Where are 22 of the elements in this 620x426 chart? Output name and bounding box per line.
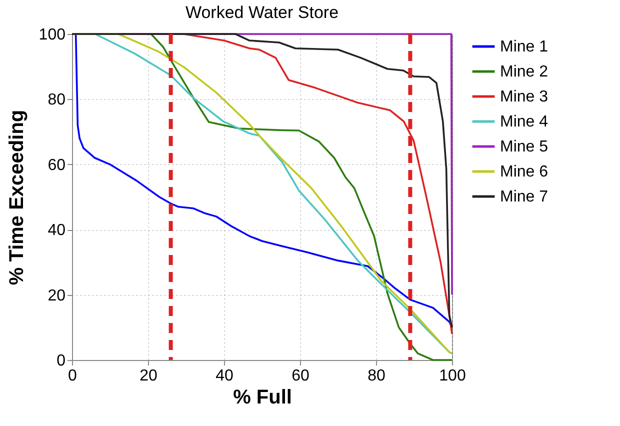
- legend-label: Mine 1: [500, 38, 548, 56]
- y-tick-label: 20: [48, 287, 66, 304]
- y-tick-label: 100: [38, 26, 66, 44]
- y-tick-label: 0: [56, 352, 66, 370]
- legend-label: Mine 7: [500, 188, 548, 206]
- chart-title: Worked Water Store: [185, 3, 339, 22]
- legend-label: Mine 5: [500, 138, 548, 156]
- x-tick-label: 40: [216, 368, 234, 384]
- legend-label: Mine 3: [500, 88, 548, 106]
- y-tick-label: 40: [48, 222, 66, 240]
- x-tick-label: 0: [68, 368, 78, 384]
- x-tick-label: 60: [292, 368, 310, 384]
- legend-label: Mine 6: [500, 164, 548, 180]
- x-tick-label: 80: [368, 368, 386, 384]
- y-tick-label: 60: [48, 156, 66, 174]
- legend-label: Mine 4: [500, 114, 548, 130]
- x-axis-title: % Full: [233, 386, 292, 408]
- y-tick-label: 80: [48, 92, 66, 109]
- legend-label: Mine 2: [500, 64, 548, 80]
- x-tick-label: 20: [140, 368, 158, 384]
- y-axis-title: % Time Exceeding: [6, 110, 28, 286]
- x-tick-label: 100: [439, 368, 466, 384]
